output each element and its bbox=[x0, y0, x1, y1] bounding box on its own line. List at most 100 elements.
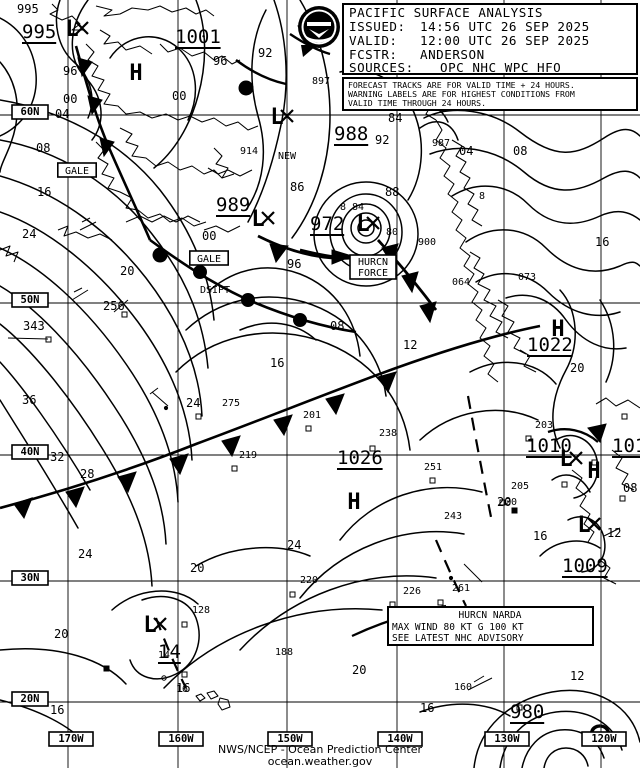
lon-label: 120W bbox=[591, 733, 617, 745]
hurricane-advisory-box: HURCN NARDA MAX WIND 80 KT G 100 KT SEE … bbox=[387, 606, 594, 646]
pressure-system-l[interactable]: L bbox=[577, 513, 601, 538]
low-center-symbol[interactable]: L bbox=[251, 207, 264, 232]
fronts bbox=[0, 21, 607, 689]
pressure-system-l[interactable]: L bbox=[559, 447, 583, 472]
low-center-symbol[interactable]: L bbox=[577, 513, 590, 538]
low-center-symbol[interactable]: L bbox=[143, 613, 156, 638]
isobar-label: 256 bbox=[103, 299, 125, 313]
pressure-system-h[interactable]: H bbox=[347, 490, 360, 515]
pressure-value-label: 972 bbox=[310, 213, 344, 235]
isobar-label: 32 bbox=[50, 450, 64, 464]
station-number: 261 bbox=[452, 583, 470, 594]
noaa-seal-logo bbox=[298, 6, 340, 57]
pressure-system-l[interactable]: L bbox=[356, 212, 380, 237]
high-center-symbol[interactable]: H bbox=[587, 459, 600, 484]
isobar-label: 12 bbox=[570, 669, 584, 683]
isobar-label: 96 bbox=[287, 257, 301, 271]
isobar-label: 24 bbox=[22, 227, 36, 241]
isobar-label: 04 bbox=[459, 144, 473, 158]
warning-label: NEW bbox=[278, 151, 297, 162]
disclaimer-box: FORECAST TRACKS ARE FOR VALID TIME + 24 … bbox=[342, 77, 638, 111]
lon-label-box bbox=[581, 731, 627, 747]
isobar-label: 20 bbox=[54, 627, 68, 641]
station-number: 275 bbox=[222, 398, 240, 409]
station-number: 16 bbox=[176, 684, 188, 695]
station-numbers: 914 897 987 8 84 80 900 064 073 8 275 201 219 238 251… bbox=[158, 76, 553, 695]
low-position-x-marker bbox=[569, 451, 583, 465]
lat-label-box bbox=[11, 691, 49, 707]
forecaster-value: ANDERSON bbox=[420, 47, 485, 62]
station-number: 987 bbox=[432, 138, 450, 149]
warning-label-text: HURCN bbox=[358, 257, 388, 268]
isobar-label: 92 bbox=[258, 46, 272, 60]
station-number: 220 bbox=[300, 575, 318, 586]
high-center-symbol[interactable]: H bbox=[551, 317, 564, 342]
lat-label-box bbox=[11, 292, 49, 308]
isobar-label: 16 bbox=[270, 356, 284, 370]
pressure-system-h[interactable]: H bbox=[551, 317, 564, 342]
warning-label-text: GALE bbox=[197, 254, 221, 265]
lon-label-box bbox=[48, 731, 94, 747]
isobar-label: 96 bbox=[213, 54, 227, 68]
lat-label-box bbox=[11, 444, 49, 460]
isobar-label: 20 bbox=[497, 495, 511, 509]
sources-label: SOURCES: bbox=[349, 60, 414, 75]
isobar-label: 16 bbox=[176, 681, 190, 695]
lon-label-box bbox=[158, 731, 204, 747]
isobar-label: 16 bbox=[420, 701, 434, 715]
isobar-label: 16 bbox=[37, 185, 51, 199]
pressure-value-label: 1001 bbox=[175, 26, 221, 48]
pressure-system-h[interactable]: H bbox=[129, 61, 142, 86]
isobar-label: 08 bbox=[330, 319, 344, 333]
high-center-symbol[interactable]: H bbox=[347, 490, 360, 515]
pressure-value-label: 1009 bbox=[562, 555, 608, 577]
pressure-system-h[interactable]: H bbox=[587, 459, 600, 484]
pressure-value-label: 1026 bbox=[337, 447, 383, 469]
high-center-symbol[interactable]: H bbox=[129, 61, 142, 86]
lon-label-box bbox=[267, 731, 313, 747]
isobar-label: 24 bbox=[287, 538, 301, 552]
warning-label-box bbox=[349, 254, 397, 280]
pressure-value-label: 980 bbox=[510, 701, 544, 723]
low-position-x-marker bbox=[587, 517, 601, 531]
longitude-labels: 170W 160W 150W 140W 130W 120W bbox=[48, 731, 627, 747]
isobar-label: 343 bbox=[23, 319, 45, 333]
product-title: PACIFIC SURFACE ANALYSIS bbox=[349, 5, 543, 20]
pressure-system-l[interactable]: L bbox=[251, 207, 275, 232]
lon-label: 150W bbox=[277, 733, 303, 745]
low-center-symbol[interactable]: L bbox=[559, 447, 572, 472]
lat-label: 60N bbox=[21, 106, 40, 118]
station-number: 160 bbox=[454, 682, 472, 693]
low-center-symbol[interactable]: L bbox=[356, 212, 369, 237]
isobar-label: 995 bbox=[17, 2, 39, 16]
isobar-label: 24 bbox=[78, 547, 92, 561]
station-number: 064 bbox=[452, 277, 470, 288]
station-number: 14 bbox=[158, 650, 170, 661]
isobar-label: 04 bbox=[55, 107, 69, 121]
warning-label: DSIPT bbox=[200, 285, 230, 296]
low-center-symbol[interactable]: L bbox=[65, 17, 78, 42]
hurricane-name: HURCN NARDA bbox=[459, 610, 522, 621]
valid-label: VALID: bbox=[349, 33, 398, 48]
warning-label: GALE bbox=[189, 250, 230, 266]
latitude-labels: 60N 50N 40N 30N 20N bbox=[11, 104, 49, 707]
isobar-label: 20 bbox=[352, 663, 366, 677]
pressure-system-l[interactable]: L bbox=[65, 17, 89, 42]
low-position-x-marker bbox=[75, 21, 89, 35]
isobar-label: 24 bbox=[186, 396, 200, 410]
pressure-value-label: 1022 bbox=[527, 334, 573, 356]
pressure-system-l[interactable]: L bbox=[143, 613, 167, 638]
pressure-system-l[interactable]: L bbox=[270, 105, 294, 130]
station-number: 900 bbox=[418, 237, 436, 248]
product-header-box: PACIFIC SURFACE ANALYSIS ISSUED: 14:56 U… bbox=[342, 3, 638, 75]
footer: NWS/NCEP - Ocean Prediction Center ocean… bbox=[218, 743, 423, 768]
warning-label-box bbox=[189, 250, 230, 266]
isobar-label: 28 bbox=[80, 467, 94, 481]
low-center-symbol[interactable]: L bbox=[270, 105, 283, 130]
isobar-label: 96 bbox=[63, 64, 77, 78]
